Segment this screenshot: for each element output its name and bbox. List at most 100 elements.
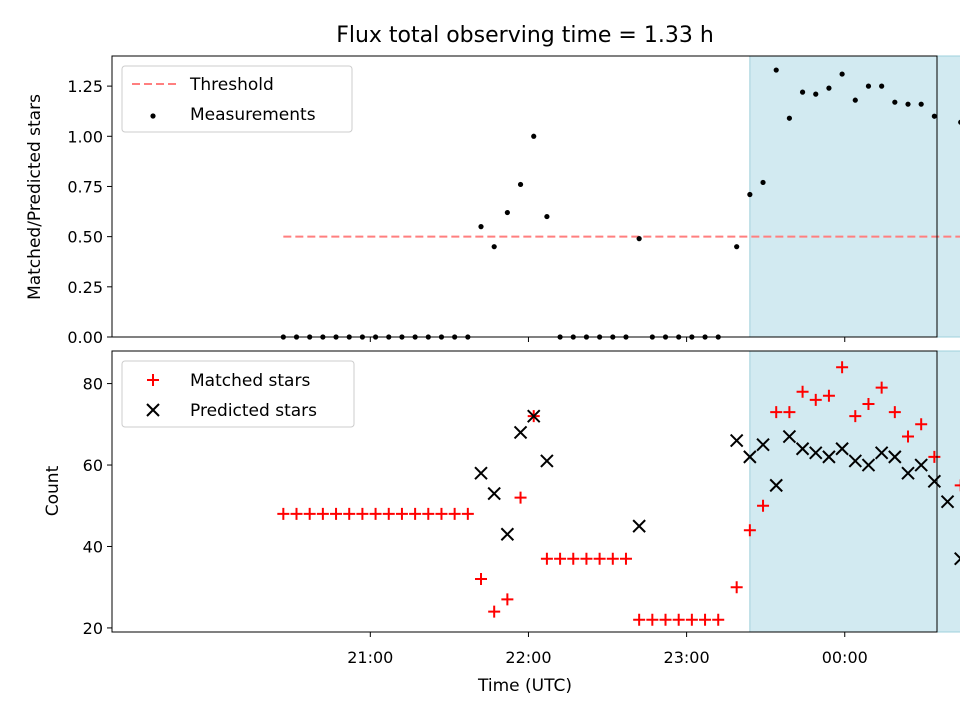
matched-star-point <box>580 552 593 565</box>
top-y-tick-label: 1.25 <box>67 77 103 96</box>
matched-star-point <box>422 507 435 520</box>
matched-star-point <box>316 507 329 520</box>
matched-star-point <box>915 418 928 431</box>
predicted-star-point <box>874 446 889 460</box>
matched-star-point <box>303 507 316 520</box>
top-y-tick-label: 0.75 <box>67 177 103 196</box>
measurement-point <box>517 181 524 188</box>
matched-star-point <box>633 613 646 626</box>
top-y-tick-label: 0.25 <box>67 278 103 297</box>
predicted-star-point <box>769 478 783 493</box>
matched-star-point <box>928 450 941 463</box>
measurement-point <box>852 97 858 103</box>
predicted-star-point <box>632 519 646 533</box>
bottom-axes-frame <box>111 350 938 633</box>
measurement-point <box>773 67 779 73</box>
x-tick-label: 23:00 <box>664 648 710 667</box>
legend-threshold-label: Threshold <box>189 75 274 95</box>
matched-star-point <box>606 552 619 565</box>
predicted-star-point <box>809 446 823 460</box>
measurement-point <box>879 83 885 89</box>
measurement-point <box>734 244 740 250</box>
matched-star-point <box>554 552 567 565</box>
predicted-star-point <box>743 450 757 464</box>
predicted-star-point <box>474 466 488 480</box>
predicted-star-point <box>513 425 528 440</box>
bottom-y-tick-label: 60 <box>83 456 103 475</box>
bottom-y-tick-label: 80 <box>83 375 103 394</box>
measurement-point <box>892 99 898 105</box>
top-panel: 0.00 0.25 0.50 0.75 1.00 1.25 Matched/Predict… <box>25 55 960 347</box>
x-tick-label: 00:00 <box>822 648 868 667</box>
top-axes-frame <box>111 55 938 338</box>
matched-star-point <box>836 361 849 374</box>
bottom-panel: 20 40 60 80 21:00 22:00 23:00 00:00 Count Time… <box>43 350 960 696</box>
measurement-point <box>478 224 484 230</box>
bottom-y-axis-label: Count <box>43 465 63 516</box>
measurement-point <box>531 133 537 139</box>
measurement-point <box>839 71 845 77</box>
matched-star-point <box>540 552 553 565</box>
matched-star-point <box>730 581 743 594</box>
x-tick-label: 22:00 <box>505 648 551 667</box>
bottom-y-axis: 20 40 60 80 <box>83 375 112 638</box>
legend-matched-label: Matched stars <box>190 371 310 391</box>
predicted-star-point <box>729 433 744 448</box>
top-y-tick-label: 0.00 <box>67 328 103 347</box>
predicted-star-point <box>782 429 797 444</box>
top-legend-box <box>121 65 353 133</box>
measurement-point <box>491 244 497 250</box>
legend-measurements-swatch <box>150 113 156 119</box>
matched-star-point <box>475 573 488 586</box>
matched-star-point <box>954 479 960 492</box>
matched-star-point <box>488 605 501 618</box>
matched-star-point <box>770 406 783 419</box>
measurement-point <box>826 85 832 91</box>
predicted-star-point <box>901 466 915 480</box>
matched-star-point <box>685 613 698 626</box>
predicted-star-point <box>927 474 942 489</box>
predicted-star-point <box>822 450 836 464</box>
matched-star-point <box>461 507 474 520</box>
measurement-point <box>747 191 753 198</box>
predicted-star-point <box>835 442 849 456</box>
matched-star-point <box>783 406 796 419</box>
measurement-point <box>504 209 510 216</box>
measurement-point <box>813 91 819 97</box>
predicted-star-point <box>888 450 902 464</box>
measurement-point <box>931 113 937 119</box>
matched-star-point <box>849 410 862 423</box>
measurement-point <box>636 236 642 242</box>
bottom-x-axis: 21:00 22:00 23:00 00:00 <box>347 632 868 667</box>
matched-star-point <box>448 507 461 520</box>
top-y-tick-label: 1.00 <box>67 127 103 146</box>
predicted-star-point <box>756 437 770 452</box>
measurement-point <box>760 179 766 186</box>
matched-star-point <box>875 381 888 394</box>
matched-star-point <box>330 507 343 520</box>
chart-title: Flux total observing time = 1.33 h <box>336 23 714 48</box>
matched-star-point <box>501 593 514 606</box>
legend-predicted-swatch <box>146 403 160 417</box>
legend-matched-swatch <box>147 374 159 386</box>
measurement-point <box>544 213 550 220</box>
matched-star-point <box>902 430 915 443</box>
top-y-tick-label: 0.50 <box>67 228 103 247</box>
matched-star-point <box>343 507 356 520</box>
measurement-point <box>905 101 911 107</box>
matched-star-point <box>743 524 756 537</box>
matched-star-point <box>619 552 632 565</box>
matched-star-point <box>409 507 422 520</box>
top-x-axis <box>369 337 846 342</box>
matched-star-point <box>888 406 901 419</box>
predicted-star-point <box>527 409 541 423</box>
bottom-highlight-span <box>749 350 960 633</box>
matched-star-point <box>796 385 809 398</box>
predicted-star-point <box>540 454 554 468</box>
matched-star-point <box>290 507 303 520</box>
predicted-star-point <box>795 442 810 456</box>
matched-star-point <box>567 552 580 565</box>
matched-star-point <box>435 507 448 520</box>
bottom-y-tick-label: 40 <box>83 537 103 556</box>
